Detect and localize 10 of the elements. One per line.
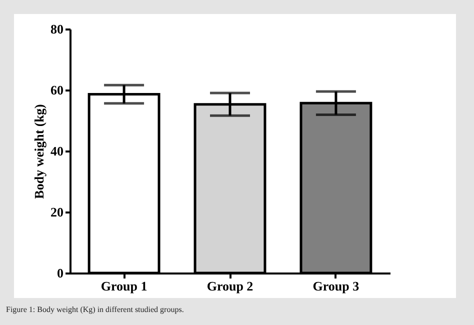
y-tick-label: 40 bbox=[50, 144, 64, 158]
x-tick-label: Group 1 bbox=[100, 278, 148, 294]
y-tick-label: 0 bbox=[57, 266, 64, 280]
x-tick-label: Group 2 bbox=[206, 278, 254, 294]
caption: Figure 1: Body weight (Kg) in different studied groups. bbox=[6, 305, 184, 314]
y-tick-label: 80 bbox=[50, 22, 64, 36]
y-tick-label: 20 bbox=[50, 204, 64, 220]
y-tick-label: 60 bbox=[50, 82, 64, 98]
y-axis-title: Body weight (kg) bbox=[32, 104, 46, 199]
x-tick-label: Group 3 bbox=[312, 278, 360, 294]
